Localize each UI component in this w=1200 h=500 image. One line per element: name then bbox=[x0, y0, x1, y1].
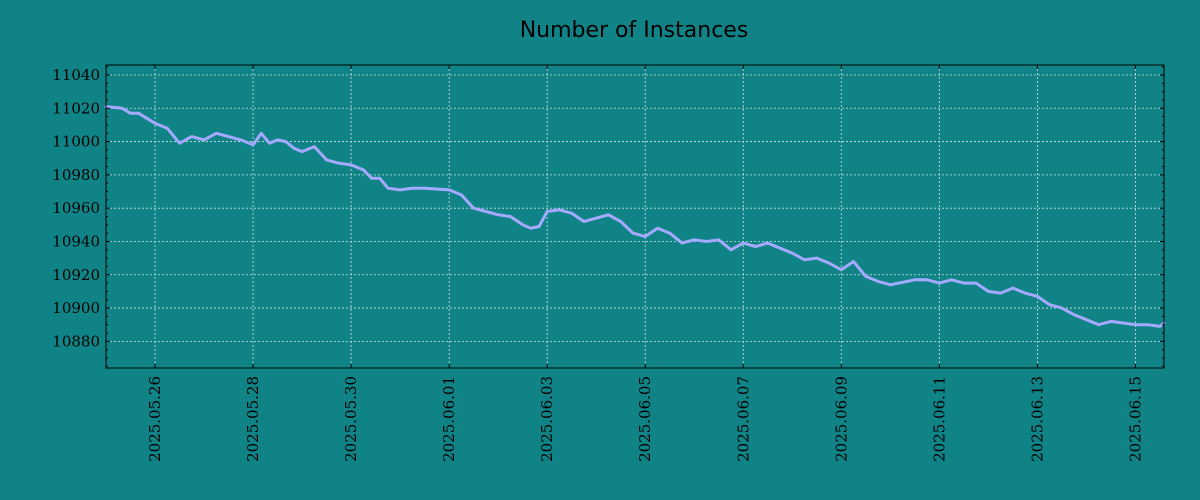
y-tick-label: 10960 bbox=[52, 199, 100, 217]
chart-title: Number of Instances bbox=[520, 18, 749, 43]
y-axis: 10880 10900 10920 10940 10960 10980 11000 11020… bbox=[52, 66, 1164, 367]
x-tick-label: 2025.06.15 bbox=[1126, 376, 1144, 462]
x-tick-label: 2025.06.09 bbox=[832, 376, 850, 462]
y-tick-label: 11020 bbox=[52, 99, 100, 117]
y-tick-label: 10980 bbox=[52, 166, 100, 184]
x-tick-label: 2025.05.26 bbox=[146, 376, 164, 462]
grid-lines bbox=[106, 65, 1164, 368]
x-tick-label: 2025.06.13 bbox=[1028, 376, 1046, 462]
x-tick-label: 2025.06.07 bbox=[734, 376, 752, 462]
y-tick-label: 11000 bbox=[52, 133, 100, 151]
series-line bbox=[104, 105, 1166, 328]
y-tick-label: 10880 bbox=[52, 332, 100, 350]
y-tick-label: 10900 bbox=[52, 299, 100, 317]
x-tick-label: 2025.05.28 bbox=[244, 376, 262, 462]
x-tick-label: 2025.06.11 bbox=[930, 376, 948, 462]
y-tick-label: 10940 bbox=[52, 232, 100, 250]
x-tick-label: 2025.06.03 bbox=[538, 376, 556, 462]
x-tick-label: 2025.06.05 bbox=[636, 376, 654, 462]
x-axis: 2025.05.26 2025.05.28 2025.05.30 2025.06.01… bbox=[146, 65, 1144, 462]
series-layer bbox=[104, 105, 1166, 328]
x-tick-label: 2025.06.01 bbox=[440, 376, 458, 462]
y-tick-label: 11040 bbox=[52, 66, 100, 84]
x-tick-label: 2025.05.30 bbox=[342, 376, 360, 462]
y-tick-label: 10920 bbox=[52, 266, 100, 284]
plot-area bbox=[105, 64, 1165, 369]
